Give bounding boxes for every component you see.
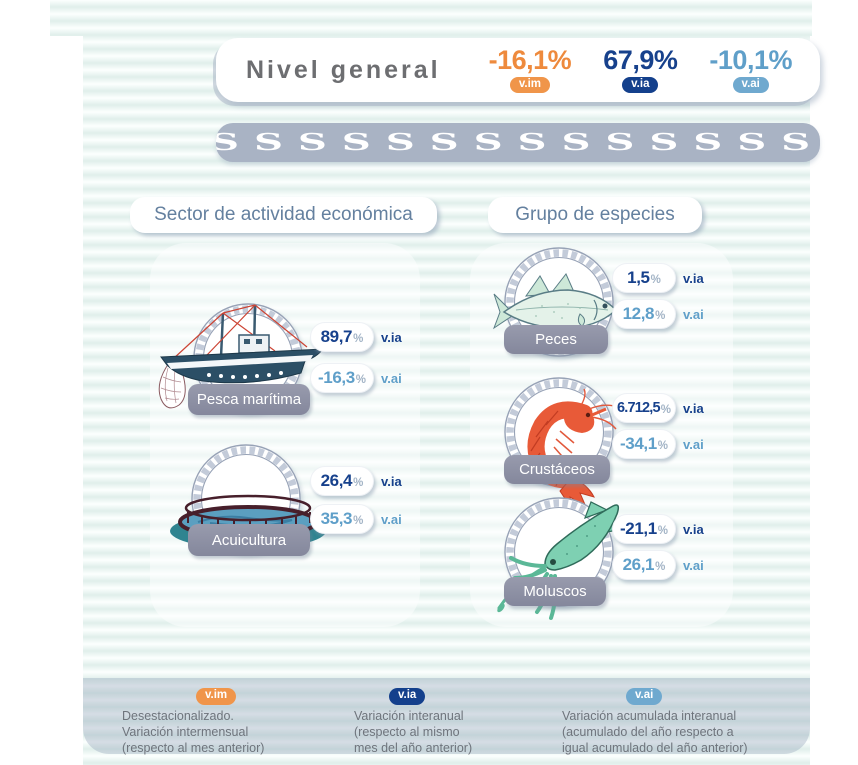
value-pill: -16,3% [310, 363, 374, 393]
via-badge: v.ia [622, 76, 659, 94]
label-crustaceos: Crustáceos [504, 455, 610, 484]
vai-tag: v.ai [381, 511, 402, 527]
label-moluscos: Moluscos [504, 577, 606, 606]
value-row: 1,5% v.ia [612, 263, 704, 293]
value-pill: 26,1% [612, 550, 676, 580]
legend-band: v.im Desestacionalizado. Variación inter… [83, 678, 810, 755]
value-row: -34,1% v.ai [612, 429, 704, 459]
value-row: 26,4% v.ia [310, 466, 402, 496]
wave-pattern-band [216, 123, 820, 162]
via-tag: v.ia [683, 400, 704, 416]
value-pill: 89,7% [310, 322, 374, 352]
metric-vai-value: -10,1% [709, 44, 792, 75]
metric-vim-value: -16,1% [488, 44, 572, 75]
value-pill: 6.712,5% [612, 393, 676, 423]
value-row: 26,1% v.ai [612, 550, 704, 580]
via-tag: v.ia [683, 521, 704, 537]
squid-icon [497, 501, 620, 620]
vai-tag: v.ai [683, 436, 704, 452]
label-peces: Peces [504, 325, 608, 354]
legend-vim-text: Desestacionalizado. Variación intermensu… [122, 709, 265, 755]
metric-vim: -16,1% v.im [488, 44, 572, 94]
fishing-boat-icon [158, 304, 325, 409]
metric-vai: -10,1% v.ai [709, 44, 792, 94]
value-row: -16,3% v.ai [310, 363, 402, 393]
value-pill: 26,4% [310, 466, 374, 496]
via-tag: v.ia [381, 329, 402, 345]
vai-tag: v.ai [683, 557, 704, 573]
metric-via: 67,9% v.ia [603, 44, 678, 94]
via-tag: v.ia [381, 473, 402, 489]
shrimp-icon [527, 388, 619, 510]
sector-panel [150, 243, 420, 627]
vai-tag: v.ai [683, 306, 704, 322]
vai-badge: v.ai [732, 76, 769, 94]
value-row: 6.712,5% v.ia [612, 393, 704, 423]
page-title: Nivel general [246, 55, 441, 84]
value-pill: 12,8% [612, 299, 676, 329]
via-badge: v.ia [389, 688, 426, 705]
vim-badge: v.im [196, 688, 237, 705]
section-title-especies: Grupo de especies [488, 197, 702, 233]
value-pill: -21,1% [612, 514, 676, 544]
section-title-sector: Sector de actividad económica [130, 197, 437, 233]
wave-background-card: Nivel general -16,1% v.im 67,9% v.ia -10… [83, 0, 820, 765]
vim-badge: v.im [509, 76, 550, 94]
via-tag: v.ia [683, 270, 704, 286]
value-row: -21,1% v.ia [612, 514, 704, 544]
wave-scroll-pattern-icon [216, 131, 820, 154]
value-row: 89,7% v.ia [310, 322, 402, 352]
general-level-box: Nivel general -16,1% v.im 67,9% v.ia -10… [216, 38, 820, 102]
value-row: 35,3% v.ai [310, 504, 402, 534]
value-pill: 35,3% [310, 504, 374, 534]
vai-tag: v.ai [381, 370, 402, 386]
label-acuicultura: Acuicultura [188, 524, 310, 556]
vai-badge: v.ai [626, 688, 663, 705]
value-pill: -34,1% [612, 429, 676, 459]
value-row: 12,8% v.ai [612, 299, 704, 329]
legend-vai-text: Variación acumulada interanual (acumulad… [562, 709, 748, 755]
value-pill: 1,5% [612, 263, 676, 293]
label-pesca-maritima: Pesca marítima [188, 384, 310, 415]
metric-via-value: 67,9% [603, 44, 678, 75]
legend-via-text: Variación interanual (respecto al mismo … [354, 709, 473, 755]
